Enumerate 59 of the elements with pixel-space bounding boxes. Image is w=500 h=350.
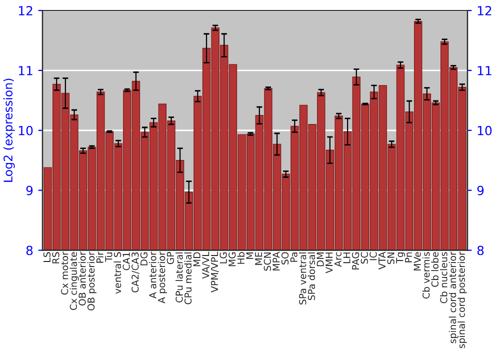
y2-tick-label: 12 [478, 6, 492, 16]
x-tick-label: VMH [326, 252, 333, 274]
x-tick-label: Hb [237, 252, 245, 264]
x-tick-label: Cb nucleus [440, 252, 448, 304]
x-tick-label: IC [370, 252, 377, 260]
y-tick-label: 10 [18, 126, 33, 136]
x-tick-label: DG [140, 252, 148, 266]
x-tick-label: DM [316, 252, 324, 266]
x-tick-label: Tu [105, 252, 112, 262]
x-tick-label: A anterior [149, 252, 156, 298]
x-tick-label: LS [43, 252, 51, 262]
x-tick-label: CA1 [122, 252, 130, 270]
x-tick-label: SN [387, 252, 394, 264]
x-tick-label: SPa ventral [298, 252, 306, 304]
x-tick-label: A posterior [158, 252, 167, 304]
x-tick-label: OB anterior [78, 252, 86, 306]
y2-tick-label: 8 [477, 246, 484, 256]
x-tick-label: CPu medial [184, 252, 192, 304]
x-tick-label: Cx motor [61, 252, 68, 295]
y-tick-label: 9 [26, 186, 33, 196]
y-axis-title: Log2 (expression) [3, 78, 15, 182]
x-tick-label: Arc [334, 252, 342, 267]
x-tick-label: CA2/CA3 [132, 252, 140, 292]
x-tick-label: SO [281, 252, 289, 264]
x-tick-label: Cb lobe [431, 252, 438, 287]
x-tick-label: Cx cingulate [70, 252, 79, 310]
x-tick-label: CPu lateral [175, 252, 183, 302]
x-tick-label: LG [220, 252, 227, 264]
x-tick-label: MG [228, 252, 236, 266]
x-tick-label: SPa dorsal [308, 252, 316, 300]
x-tick-label: Pn [405, 252, 412, 262]
x-tick-label: VTA [378, 252, 386, 270]
y2-tick-label: 10 [478, 126, 492, 136]
x-tick-label: Cb vermis [422, 252, 430, 299]
x-tick-label: VPM/VPL [211, 252, 219, 292]
x-tick-label: PAG [352, 252, 360, 270]
x-tick-label: Pa [290, 252, 298, 262]
y2-tick-label: 9 [477, 186, 484, 196]
x-tick-label: Pir [96, 252, 104, 263]
x-tick-label: GP [166, 252, 174, 264]
y-tick-label: 8 [26, 246, 33, 256]
y-tick-label: 11 [18, 66, 32, 76]
x-tick-label: MD [193, 252, 200, 266]
x-tick-label: ME [255, 252, 262, 265]
x-tick-label: M [246, 252, 254, 259]
x-tick-label: Tg [396, 252, 406, 264]
x-tick-label: RS [52, 252, 60, 264]
x-tick-label: ventral S [114, 252, 122, 294]
x-tick-label: SC [360, 252, 368, 264]
x-tick-label: MPA [272, 252, 280, 270]
x-tick-label: VA/VL [202, 252, 210, 279]
x-tick-label: OB posterior [87, 252, 96, 310]
x-tick-label: SCN [264, 252, 271, 271]
y2-tick-label: 11 [478, 66, 492, 76]
x-tick-label: MVe [414, 252, 421, 270]
x-tick-label: spinal cord anterior [448, 252, 458, 344]
x-tick-label: spinal cord posterior [458, 252, 467, 348]
y-tick-label: 12 [18, 6, 32, 16]
x-tick-label: LH [343, 252, 350, 264]
